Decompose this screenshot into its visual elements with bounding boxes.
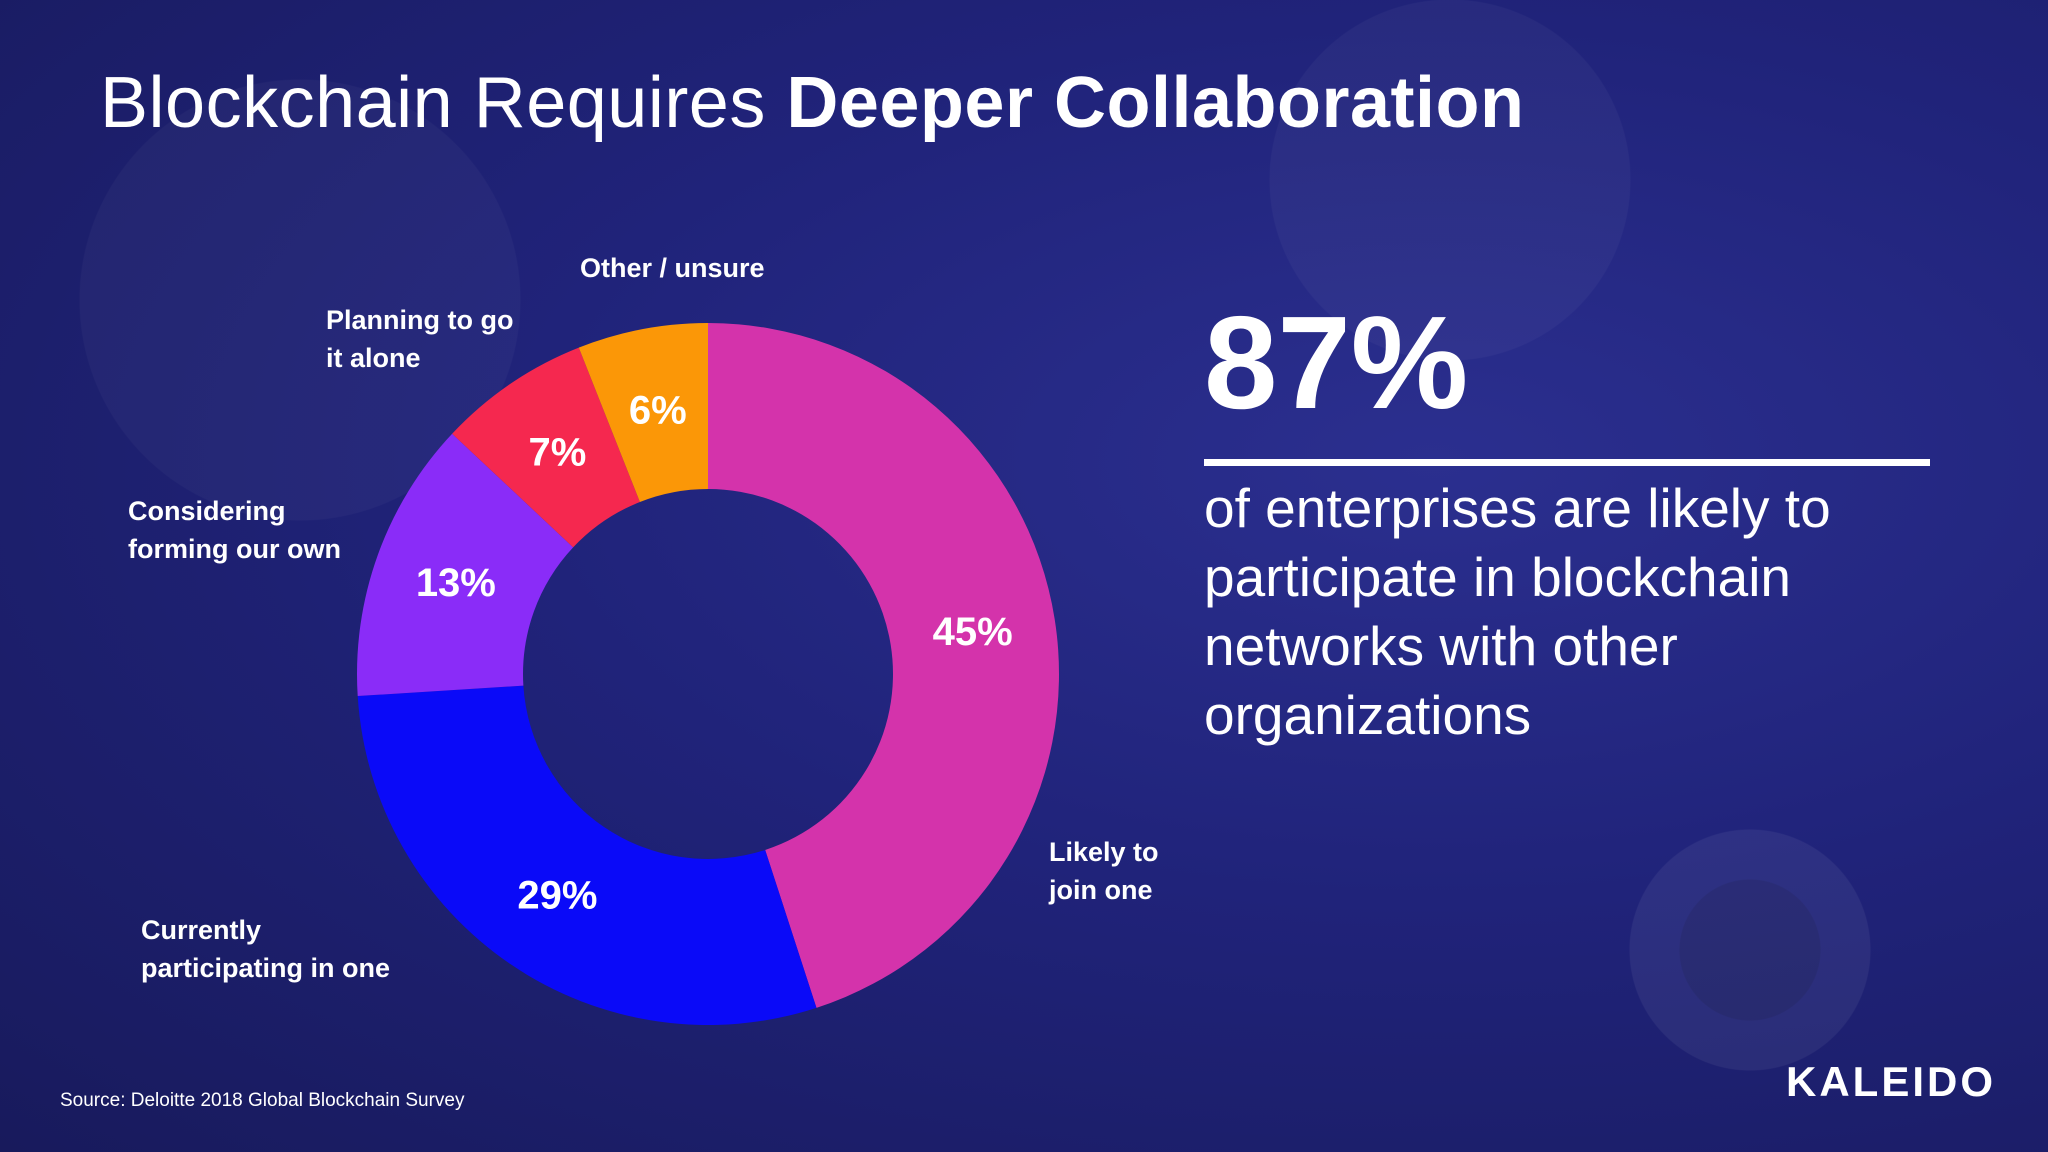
slice-category-label-1: Currently participating in one	[141, 911, 390, 987]
slice-value-label-2: 13%	[416, 561, 496, 605]
slice-category-label-0: Likely to join one	[1049, 833, 1159, 909]
donut-slice-4	[578, 323, 708, 502]
donut-slice-2	[357, 433, 574, 697]
slice-category-label-2-line-0: Considering	[128, 496, 286, 526]
slice-category-label-3: Planning to go it alone	[326, 301, 513, 377]
headline-statement: of enterprises are likely to participate…	[1204, 477, 1831, 746]
slide-title: Blockchain Requires Deeper Collaboration	[100, 62, 1524, 144]
slice-category-label-4-line-0: Other / unsure	[580, 253, 765, 283]
slice-category-label-3-line-1: it alone	[326, 343, 421, 373]
divider-rule	[1204, 459, 1930, 466]
slice-value-label-3: 7%	[528, 430, 586, 474]
title-bold: Deeper Collaboration	[786, 63, 1525, 143]
slice-category-label-1-line-0: Currently	[141, 915, 262, 945]
slice-value-label-0: 45%	[933, 610, 1013, 654]
slice-value-label-4: 6%	[629, 389, 687, 433]
title-regular: Blockchain Requires	[100, 63, 787, 143]
slice-category-label-3-line-0: Planning to go	[326, 305, 514, 335]
slice-category-label-1-line-1: participating in one	[141, 953, 391, 983]
slice-category-label-2-line-1: forming our own	[128, 534, 341, 564]
slice-category-label-2: Considering forming our own	[128, 492, 341, 568]
slice-value-label-1: 29%	[517, 874, 597, 918]
slice-category-label-4: Other / unsure	[580, 249, 765, 287]
headline-percentage: 87%	[1204, 289, 1469, 436]
donut-slice-3	[452, 347, 640, 548]
source-note: Source: Deloitte 2018 Global Blockchain …	[60, 1090, 465, 1111]
brand-logo: KALEIDO	[1786, 1058, 1996, 1105]
donut-slice-1	[357, 685, 817, 1025]
donut-slice-0	[708, 323, 1059, 1008]
slice-category-label-0-line-1: join one	[1049, 875, 1153, 905]
slice-category-label-0-line-0: Likely to	[1049, 837, 1159, 867]
